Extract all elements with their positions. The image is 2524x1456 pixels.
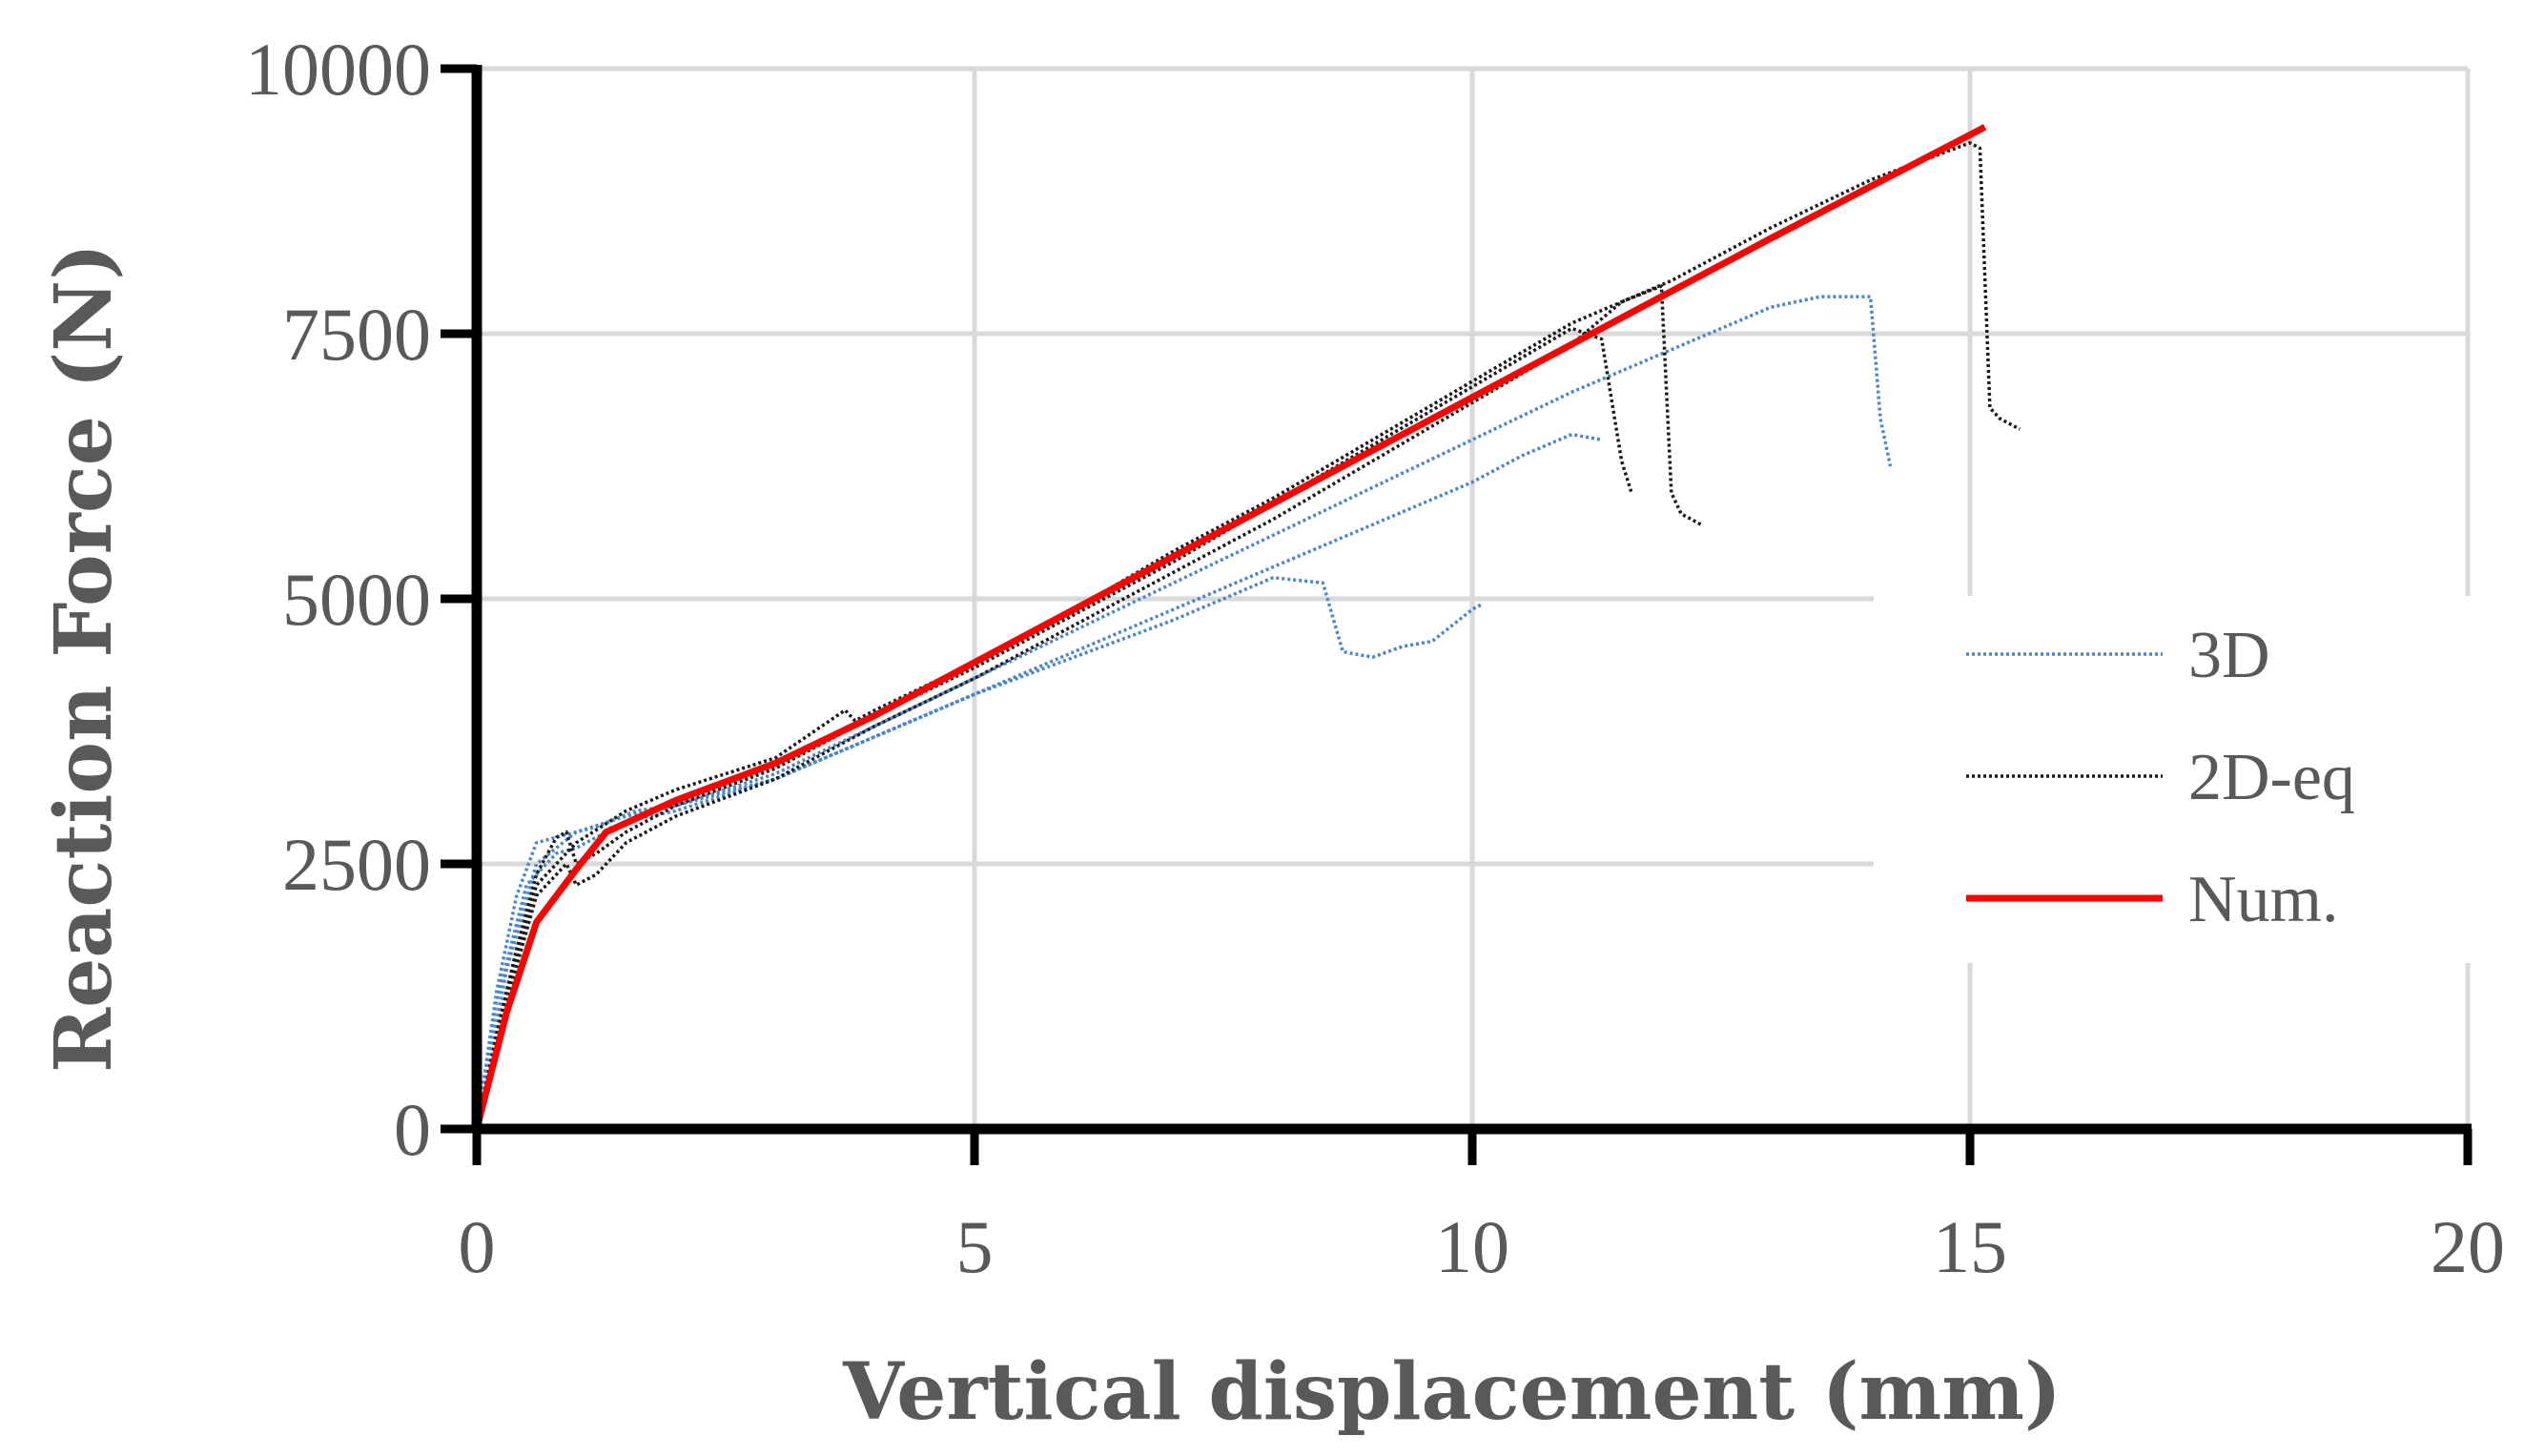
legend: 3D 2D-eq Num. xyxy=(1874,596,2489,963)
x-tick-label: 15 xyxy=(1933,1205,2007,1288)
tick-labels: 0 2500 5000 7500 10000 0 5 10 15 20 xyxy=(245,28,2505,1288)
x-tick-label: 0 xyxy=(459,1205,496,1288)
legend-label: 3D xyxy=(2188,619,2270,692)
series-line xyxy=(475,576,1484,1130)
series-line xyxy=(475,432,1603,1130)
axes xyxy=(441,64,2473,1165)
y-tick-label: 2500 xyxy=(282,823,431,906)
series-line xyxy=(475,326,1633,1130)
x-tick-label: 10 xyxy=(1435,1205,1509,1288)
legend-background xyxy=(1874,596,2489,963)
plot-series xyxy=(473,124,2021,1130)
x-tick-label: 5 xyxy=(956,1205,994,1288)
series-line xyxy=(473,124,1987,1130)
y-tick-label: 5000 xyxy=(282,558,431,641)
x-axis-title: Vertical displacement (mm) xyxy=(842,1346,2062,1438)
legend-label: 2D-eq xyxy=(2188,741,2355,814)
y-axis-title: Reaction Force (N) xyxy=(38,243,130,1073)
y-tick-label: 0 xyxy=(394,1088,431,1171)
x-tick-label: 20 xyxy=(2431,1205,2505,1288)
series-line xyxy=(475,295,1893,1130)
y-tick-label: 10000 xyxy=(245,28,431,111)
series-line xyxy=(475,284,1702,1130)
y-tick-label: 7500 xyxy=(282,293,431,376)
legend-label: Num. xyxy=(2188,863,2339,936)
series-line xyxy=(475,141,2021,1130)
